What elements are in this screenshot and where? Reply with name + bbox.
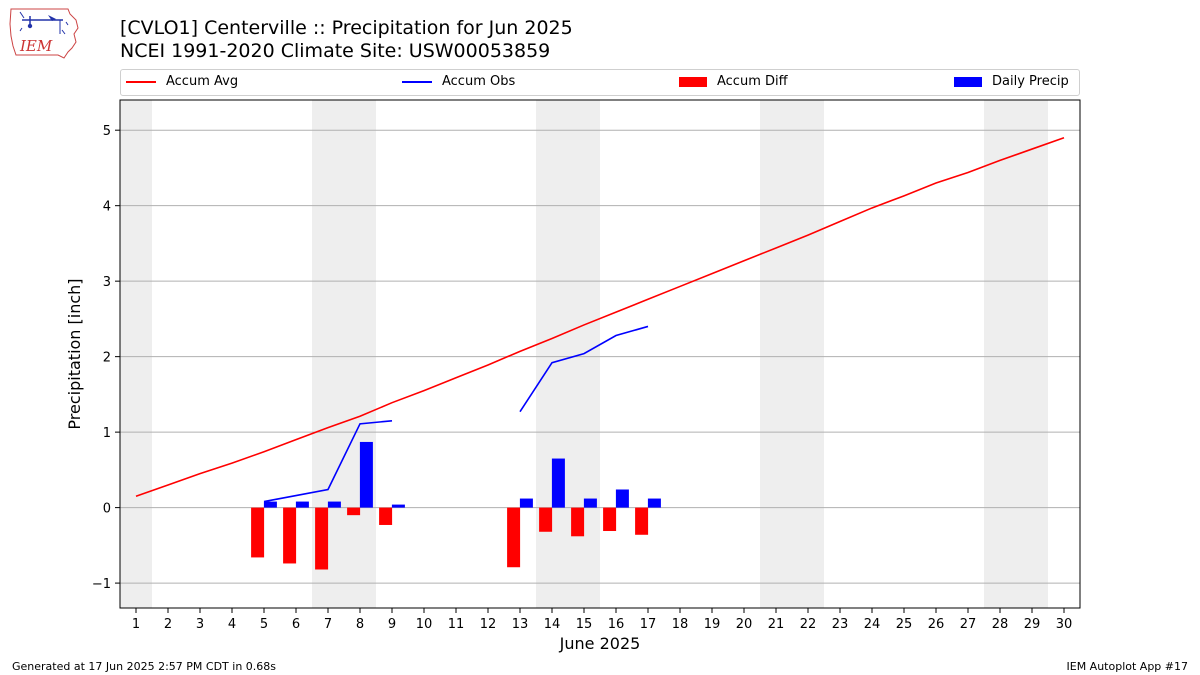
weather-station-icon [19, 11, 69, 35]
x-tick-label: 22 [800, 617, 817, 632]
x-tick-label: 7 [324, 617, 332, 632]
y-tick-label: 2 [103, 351, 111, 366]
weekend-shade [760, 100, 824, 608]
x-tick-label: 28 [992, 617, 1009, 632]
x-tick-label: 9 [388, 617, 396, 632]
x-tick-label: 8 [356, 617, 364, 632]
accum-diff-bar [507, 507, 521, 568]
x-tick-label: 21 [768, 617, 785, 632]
x-tick-label: 23 [832, 617, 849, 632]
y-tick-label: 4 [103, 200, 111, 215]
chart-legend: Accum Avg Accum Obs Accum Diff Daily Pre… [120, 69, 1080, 96]
x-tick-label: 25 [896, 617, 913, 632]
y-tick-label: 3 [103, 275, 111, 290]
accum-diff-bar [315, 507, 329, 570]
x-tick-label: 3 [196, 617, 204, 632]
x-tick-label: 5 [260, 617, 268, 632]
x-tick-label: 20 [736, 617, 753, 632]
accum-diff-bar [539, 507, 553, 532]
x-tick-label: 17 [640, 617, 657, 632]
logo-text: IEM [19, 37, 53, 55]
x-tick-label: 4 [228, 617, 236, 632]
x-tick-label: 14 [544, 617, 561, 632]
legend-swatch-accum-diff [679, 76, 707, 87]
legend-label-accum-avg: Accum Avg [166, 74, 239, 89]
accum-diff-bar [379, 507, 393, 525]
daily-precip-bar [583, 498, 597, 508]
accum-obs-line [519, 325, 649, 413]
weekend-shade [984, 100, 1048, 608]
daily-precip-bar [391, 504, 405, 508]
x-tick-label: 27 [960, 617, 977, 632]
legend-item-accum-obs: Accum Obs [402, 74, 515, 89]
accum-diff-bar [571, 507, 585, 537]
generated-timestamp: Generated at 17 Jun 2025 2:57 PM CDT in … [12, 660, 277, 673]
accum-diff-bar [635, 507, 649, 535]
x-tick-label: 11 [448, 617, 465, 632]
accum-diff-bar [251, 507, 265, 558]
daily-precip-bar [327, 501, 341, 508]
legend-label-accum-diff: Accum Diff [717, 74, 788, 89]
daily-precip-bar [359, 441, 373, 508]
accum-diff-bar [283, 507, 297, 564]
legend-swatch-accum-avg [126, 80, 156, 83]
accum-obs-line [263, 420, 393, 503]
x-tick-label: 30 [1056, 617, 1073, 632]
daily-precip-bar [519, 498, 533, 508]
legend-item-daily-precip: Daily Precip [954, 74, 1069, 89]
daily-precip-bar [295, 501, 309, 508]
x-tick-label: 10 [416, 617, 433, 632]
x-tick-label: 19 [704, 617, 721, 632]
legend-item-accum-diff: Accum Diff [679, 74, 788, 89]
y-tick-label: 5 [103, 124, 111, 139]
iowa-outline-icon [9, 8, 79, 59]
x-tick-label: 6 [292, 617, 300, 632]
x-tick-label: 2 [164, 617, 172, 632]
x-tick-label: 24 [864, 617, 881, 632]
x-tick-label: 13 [512, 617, 529, 632]
plot-frame [119, 99, 1081, 609]
daily-precip-bar [263, 501, 277, 508]
accum-diff-bar [347, 507, 361, 516]
y-tick-label: −1 [92, 577, 111, 592]
x-tick-label: 1 [132, 617, 140, 632]
accum-diff-bar [603, 507, 617, 532]
weekend-shade [536, 100, 600, 608]
legend-swatch-accum-obs [402, 80, 432, 83]
x-tick-label: 15 [576, 617, 593, 632]
x-tick-label: 16 [608, 617, 625, 632]
x-axis-label: June 2025 [559, 634, 641, 653]
legend-swatch-daily-precip [954, 76, 982, 87]
y-tick-label: 0 [103, 502, 111, 517]
weekend-shade [120, 100, 152, 608]
accum-avg-line [135, 136, 1065, 498]
x-tick-label: 29 [1024, 617, 1041, 632]
chart-title: [CVLO1] Centerville :: Precipitation for… [120, 17, 573, 39]
y-axis-label: Precipitation [inch] [65, 278, 84, 429]
iem-logo: IEM [9, 8, 79, 59]
legend-label-daily-precip: Daily Precip [992, 74, 1069, 89]
legend-item-accum-avg: Accum Avg [126, 74, 238, 89]
y-tick-label: 1 [103, 426, 111, 441]
daily-precip-bar [551, 458, 565, 508]
x-tick-label: 18 [672, 617, 689, 632]
daily-precip-bar [647, 498, 661, 508]
x-tick-label: 26 [928, 617, 945, 632]
app-credit: IEM Autoplot App #17 [1066, 660, 1189, 673]
x-tick-label: 12 [480, 617, 497, 632]
legend-label-accum-obs: Accum Obs [442, 74, 516, 89]
daily-precip-bar [615, 489, 629, 508]
chart-subtitle: NCEI 1991-2020 Climate Site: USW00053859 [120, 40, 551, 62]
